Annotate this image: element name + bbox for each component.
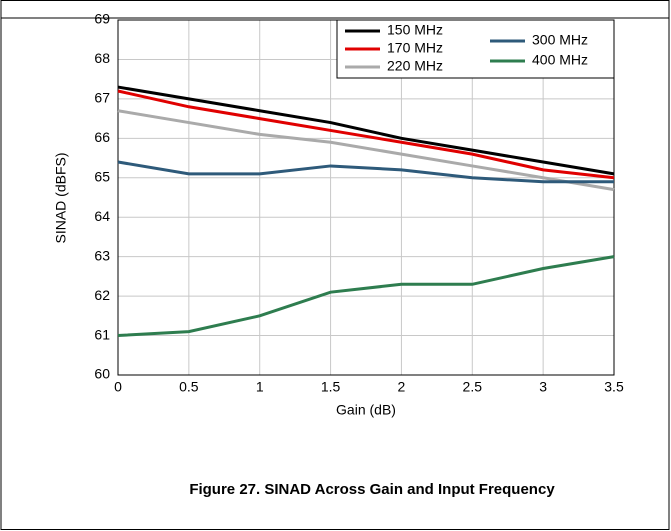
series-line xyxy=(117,109,615,192)
legend-label: 220 MHz xyxy=(387,58,443,74)
x-tick-label: 1.5 xyxy=(321,379,341,395)
y-tick-label: 63 xyxy=(94,247,110,263)
series-line xyxy=(117,85,615,176)
x-tick-label: 0 xyxy=(114,379,122,395)
y-tick-label: 61 xyxy=(94,326,110,342)
legend-label: 300 MHz xyxy=(532,32,588,48)
x-tick-label: 2 xyxy=(398,379,406,395)
y-tick-label: 62 xyxy=(94,287,110,303)
legend-label: 400 MHz xyxy=(532,52,588,68)
x-tick-label: 2.5 xyxy=(463,379,483,395)
x-tick-label: 0.5 xyxy=(179,379,199,395)
y-tick-label: 60 xyxy=(94,366,110,382)
series-line xyxy=(117,255,615,338)
series-line xyxy=(117,160,614,184)
caption: Figure 27. SINAD Across Gain and Input F… xyxy=(189,481,555,498)
x-tick-label: 3.5 xyxy=(604,379,624,395)
legend-label: 150 MHz xyxy=(387,22,443,38)
x-tick-label: 1 xyxy=(256,379,264,395)
y-tick-label: 64 xyxy=(94,208,110,224)
legend-label: 170 MHz xyxy=(387,40,443,56)
legend-box xyxy=(336,19,615,79)
series-line xyxy=(117,89,615,180)
y-tick-label: 69 xyxy=(94,11,110,27)
y-tick-label: 68 xyxy=(94,50,110,66)
y-tick-label: 65 xyxy=(94,168,110,184)
y-tick-label: 66 xyxy=(94,129,110,145)
y-tick-label: 67 xyxy=(94,90,110,106)
y-axis-label: SINAD (dBFS) xyxy=(53,152,69,243)
x-axis-label: Gain (dB) xyxy=(336,402,396,418)
x-tick-label: 3 xyxy=(539,379,547,395)
